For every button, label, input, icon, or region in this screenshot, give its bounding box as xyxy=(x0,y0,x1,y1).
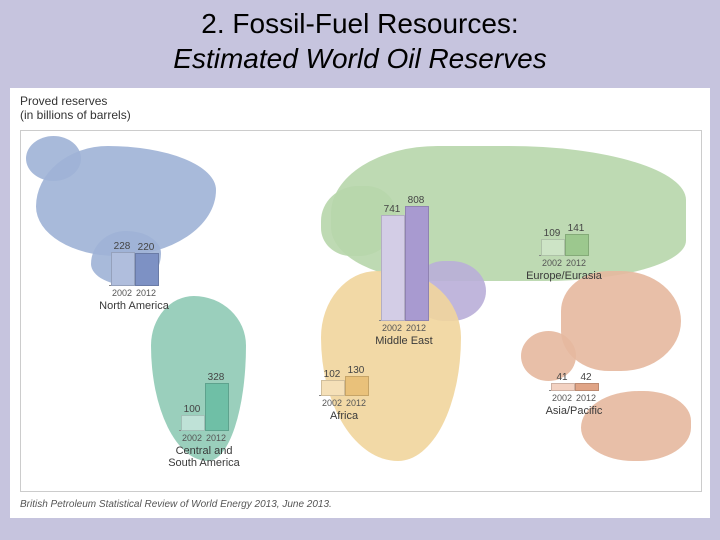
bar-2012-africa xyxy=(345,376,369,396)
title-line-1: 2. Fossil-Fuel Resources: xyxy=(201,8,518,39)
year-label-b-africa: 2012 xyxy=(342,398,370,408)
caption-line-2: (in billions of barrels) xyxy=(20,108,131,122)
world-map: 22822020022012North America1003282002201… xyxy=(20,130,702,492)
year-label-b-middle_east: 2012 xyxy=(402,323,430,333)
caption-line-1: Proved reserves xyxy=(20,94,107,108)
value-label-2012-europe: 141 xyxy=(562,223,590,234)
landmass-north_america xyxy=(26,136,81,181)
value-label-2012-asia_pacific: 42 xyxy=(572,372,600,383)
bar-2012-europe xyxy=(565,234,589,256)
bar-2012-north_america xyxy=(135,253,159,286)
bar-2012-asia_pacific xyxy=(575,383,599,391)
source-citation: British Petroleum Statistical Review of … xyxy=(20,499,332,510)
region-label-africa: Africa xyxy=(291,410,397,422)
bar-2012-middle_east xyxy=(405,206,429,321)
slide: 2. Fossil-Fuel Resources: Estimated Worl… xyxy=(0,0,720,540)
landmass-asia_pacific xyxy=(561,271,681,371)
bar-2002-north_america xyxy=(111,252,135,286)
bar-2002-africa xyxy=(321,380,345,396)
bar-2002-asia_pacific xyxy=(551,383,575,391)
bar-2012-cs_america xyxy=(205,383,229,431)
value-label-2012-middle_east: 808 xyxy=(402,195,430,206)
title-line-2: Estimated World Oil Reserves xyxy=(173,43,546,74)
bar-2002-europe xyxy=(541,239,565,256)
year-label-b-north_america: 2012 xyxy=(132,288,160,298)
value-label-2012-cs_america: 328 xyxy=(202,372,230,383)
figure: Proved reserves (in billions of barrels)… xyxy=(10,88,710,518)
region-label-middle_east: Middle East xyxy=(351,335,457,347)
bar-2002-cs_america xyxy=(181,415,205,431)
value-label-2002-cs_america: 100 xyxy=(178,404,206,415)
year-label-b-asia_pacific: 2012 xyxy=(572,393,600,403)
value-label-2012-north_america: 220 xyxy=(132,242,160,253)
bar-2002-middle_east xyxy=(381,215,405,321)
slide-title: 2. Fossil-Fuel Resources: Estimated Worl… xyxy=(0,0,720,76)
value-label-2002-middle_east: 741 xyxy=(378,204,406,215)
region-label-europe: Europe/Eurasia xyxy=(511,270,617,282)
value-label-2012-africa: 130 xyxy=(342,365,370,376)
region-label-asia_pacific: Asia/Pacific xyxy=(521,405,627,417)
y-axis-caption: Proved reserves (in billions of barrels) xyxy=(20,94,131,123)
region-label-north_america: North America xyxy=(81,300,187,312)
region-label-cs_america: Central andSouth America xyxy=(151,445,257,469)
year-label-b-europe: 2012 xyxy=(562,258,590,268)
year-label-b-cs_america: 2012 xyxy=(202,433,230,443)
